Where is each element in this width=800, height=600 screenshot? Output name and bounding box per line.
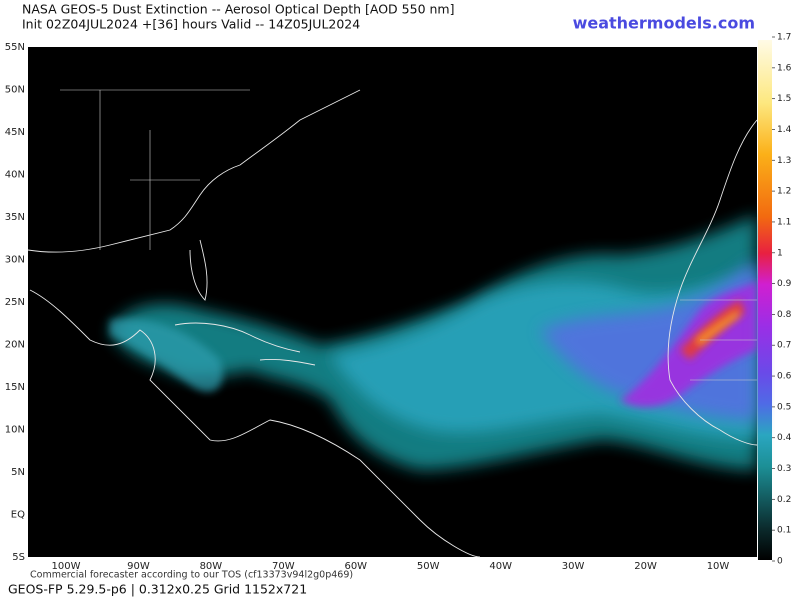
- lon-label: 90W: [127, 561, 150, 572]
- lat-label: 10N: [5, 425, 25, 436]
- colorbar-tick-label: 1.3: [777, 156, 791, 166]
- lat-label: 15N: [5, 382, 25, 393]
- lon-label: 30W: [562, 561, 585, 572]
- lat-label: 30N: [5, 255, 25, 266]
- lat-label: 45N: [5, 127, 25, 138]
- subtitle: Init 02Z04JUL2024 +[36] hours Valid -- 1…: [22, 17, 360, 32]
- footer-model: GEOS-FP 5.29.5-p6 | 0.312x0.25 Grid 1152…: [8, 582, 307, 597]
- colorbar: [758, 40, 772, 560]
- colorbar-tick-label: 0.6: [777, 372, 792, 382]
- colorbar-tick-label: 0.5: [777, 402, 791, 412]
- lat-label: EQ: [11, 510, 25, 521]
- brand: weathermodels.com: [573, 14, 755, 33]
- colorbar-tick-label: 0.1: [777, 526, 791, 536]
- lon-label: 20W: [634, 561, 657, 572]
- colorbar-tick-label: 0.8: [777, 310, 792, 320]
- lat-label: 35N: [5, 212, 25, 223]
- footer-notice: Commercial forecaster according to our T…: [30, 570, 353, 581]
- lat-label: 20N: [5, 340, 25, 351]
- coastlines: [27, 89, 758, 558]
- colorbar-tick-label: 0.9: [777, 279, 792, 289]
- lon-label: 80W: [200, 561, 223, 572]
- lat-label: 25N: [5, 297, 25, 308]
- lon-label: 50W: [417, 561, 440, 572]
- colorbar-tick-label: 0.3: [777, 464, 791, 474]
- colorbar-tick-label: 1.4: [777, 125, 792, 135]
- map: 55N 50N 45N 40N 35N 30N 25N 20N 15N 10N 5N EQ 5S 100…: [5, 42, 758, 572]
- lon-label: 10W: [707, 561, 730, 572]
- colorbar-tick-label: 0: [777, 557, 783, 567]
- lon-labels: 100W 90W 80W 70W 60W 50W 40W 30W 20W 10W: [52, 561, 730, 572]
- colorbar-tick-label: 0.4: [777, 433, 792, 443]
- lat-label: 55N: [5, 42, 25, 53]
- colorbar-tick-label: 1: [777, 248, 783, 258]
- lon-label: 100W: [52, 561, 81, 572]
- lon-label: 70W: [272, 561, 295, 572]
- colorbar-tick-label: 1.6: [777, 63, 792, 73]
- lat-label: 50N: [5, 85, 25, 96]
- colorbar-ticks: 0 0.1 0.2 0.3 0.4 0.5 0.6 0.7 0.8 0.9 1 1.1 1.2 1.3 1.…: [772, 33, 792, 567]
- lat-labels: 55N 50N 45N 40N 35N 30N 25N 20N 15N 10N 5N EQ 5S: [5, 42, 25, 563]
- colorbar-tick-label: 1.5: [777, 94, 791, 104]
- colorbar-tick-label: 0.2: [777, 495, 791, 505]
- lat-label: 5N: [11, 467, 25, 478]
- lat-label: 5S: [12, 552, 25, 563]
- lat-label: 40N: [5, 170, 25, 181]
- colorbar-tick-label: 1.7: [777, 33, 791, 43]
- title: NASA GEOS-5 Dust Extinction -- Aerosol O…: [22, 2, 454, 17]
- dust-plume: [110, 215, 757, 470]
- colorbar-tick-label: 0.7: [777, 341, 791, 351]
- lon-label: 40W: [489, 561, 512, 572]
- colorbar-tick-label: 1.1: [777, 217, 791, 227]
- lon-label: 60W: [344, 561, 367, 572]
- colorbar-tick-label: 1.2: [777, 187, 791, 197]
